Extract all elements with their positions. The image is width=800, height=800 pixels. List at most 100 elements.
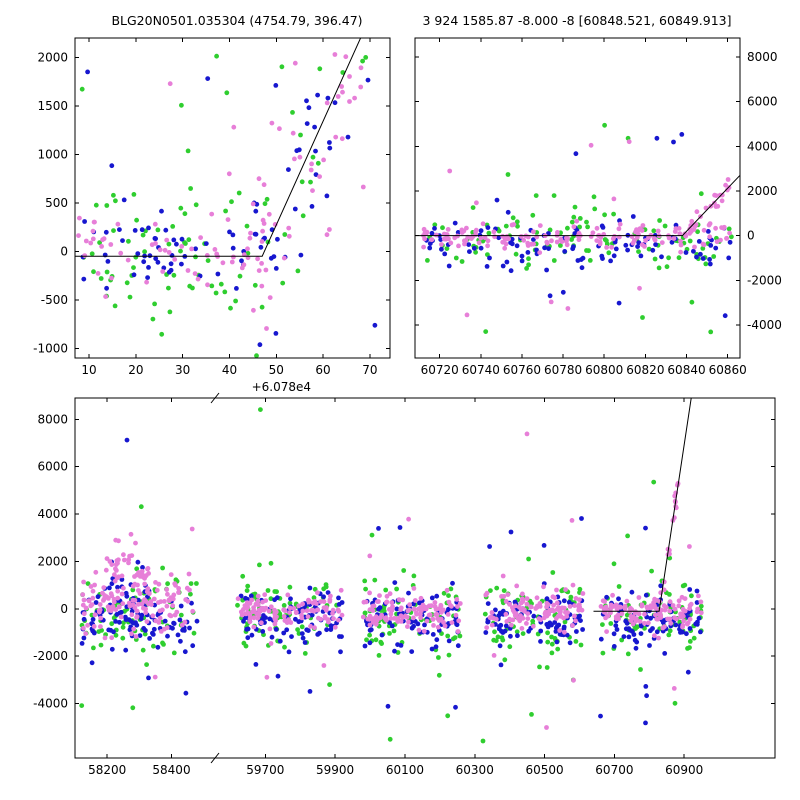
data-point [455,230,461,235]
data-point [164,603,170,609]
data-point [708,243,714,248]
data-point [86,598,92,604]
data-point [83,238,89,244]
data-point [162,618,168,624]
data-point [571,677,576,683]
data-point [124,280,130,286]
data-point [113,198,118,204]
data-point [421,226,427,232]
data-point [616,596,621,602]
data-point [526,556,531,562]
data-point [93,569,99,575]
data-point [570,582,576,588]
data-point [260,599,265,605]
data-point [662,651,668,656]
data-point [577,216,583,221]
data-point [309,204,315,209]
data-point [485,243,490,249]
data-point [332,624,338,630]
data-point [147,636,153,641]
data-point [273,83,279,88]
data-point [576,604,582,610]
data-point [512,613,518,618]
x-tick-label: 60100 [386,763,424,777]
data-point [719,198,725,204]
data-point [543,609,548,615]
data-point [597,241,603,247]
data-point [82,253,88,258]
data-point [442,623,448,629]
data-point [268,560,274,566]
data-point [498,662,504,668]
data-point [359,27,364,32]
data-point [331,616,336,621]
data-point [642,620,647,626]
data-point [507,617,513,623]
data-point [304,98,309,104]
data-point [537,250,543,256]
data-point [671,236,677,241]
data-point [533,193,539,199]
data-point [176,586,182,591]
data-point [328,627,334,632]
data-point [685,669,691,675]
data-point [640,315,645,320]
data-point [215,271,221,277]
data-point [478,245,484,251]
data-point [524,266,529,271]
data-point [469,234,475,240]
data-point [694,588,700,594]
data-point [101,596,107,602]
data-point [286,167,291,173]
data-point [293,610,299,616]
data-point [119,577,125,582]
data-point [251,624,257,630]
data-point [130,587,136,593]
data-point [483,329,489,334]
data-point [550,570,556,575]
data-point [557,628,563,633]
data-point [304,608,310,614]
data-point [643,592,649,598]
data-point [145,566,151,571]
data-point [140,647,146,653]
panel-season-zoom: 60720 60740 60760 60780 60800 60820 60840 60860… [414,37,782,377]
data-point [298,252,304,258]
data-point [530,212,536,218]
data-point [125,257,131,263]
data-point [616,584,622,589]
y-tick-label: 2000 [747,184,778,198]
data-point [562,629,567,635]
data-point [694,209,700,215]
data-point [120,601,126,606]
data-point [89,251,95,257]
data-point [580,255,586,261]
data-point [616,616,622,622]
data-point [447,168,453,174]
data-point [123,647,129,653]
data-point [542,245,547,251]
data-point [577,613,582,619]
data-point [128,531,134,537]
data-point [544,239,550,245]
data-point [162,599,167,604]
x-tick-label: 60700 [595,763,633,777]
data-point [580,627,585,632]
data-point [634,235,640,240]
data-point [230,245,236,251]
data-point [379,612,385,618]
data-point [105,259,111,264]
data-point [318,599,324,604]
data-point [188,591,193,597]
data-point [513,251,519,257]
data-point [487,544,492,549]
data-point [537,604,543,609]
data-point [131,272,137,278]
data-point [309,161,314,167]
data-point [443,232,449,238]
data-point [236,190,242,196]
data-point [722,313,728,319]
data-point [632,238,637,243]
data-point [326,619,331,625]
data-point [417,606,423,612]
